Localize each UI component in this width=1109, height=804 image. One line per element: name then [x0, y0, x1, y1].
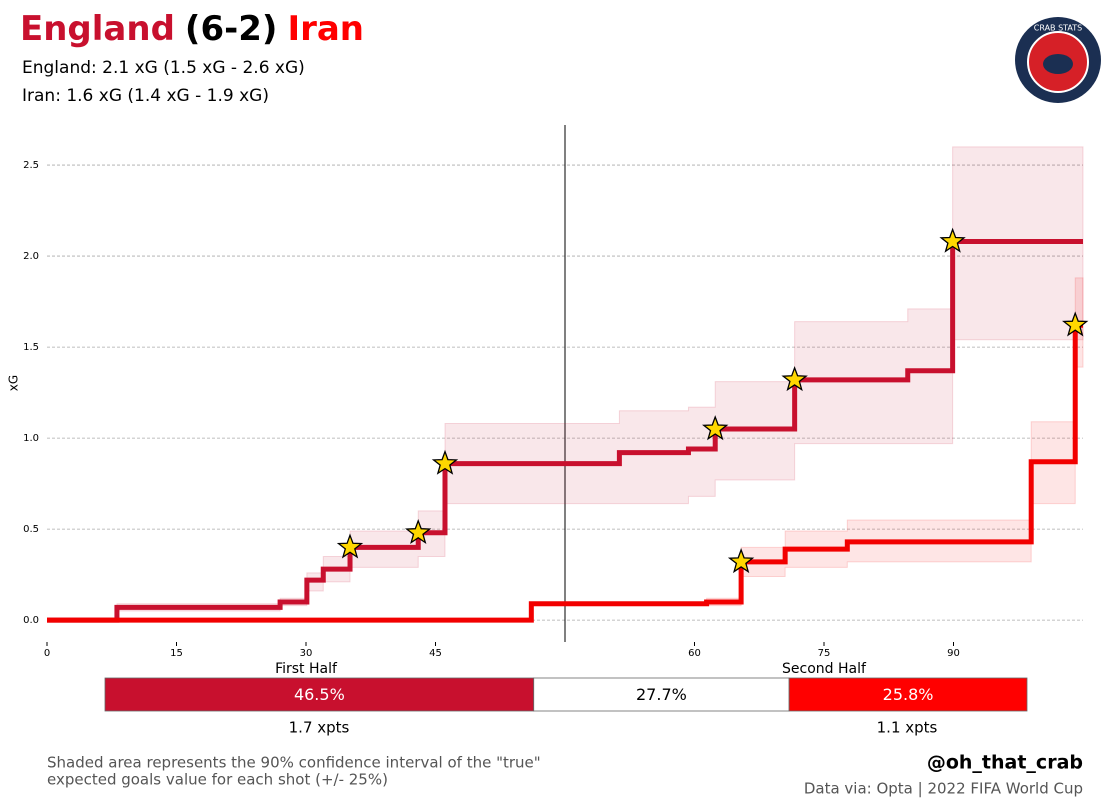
- half-label: First Half: [275, 661, 338, 677]
- title-away: Iran: [287, 9, 364, 49]
- x-tick-label: 0: [44, 648, 50, 659]
- x-tick-label: 15: [170, 648, 183, 659]
- subtitle: England: 2.1 xG (1.5 xG - 2.6 xG): [22, 58, 305, 78]
- logo-crab: [1043, 54, 1073, 74]
- title-home: England: [20, 9, 175, 49]
- xg-line: [47, 322, 1083, 623]
- goal-star: [336, 533, 364, 559]
- x-tick-label: 75: [818, 648, 831, 659]
- y-tick-label: 1.5: [23, 342, 39, 353]
- y-tick-label: 1.0: [23, 433, 39, 444]
- footnote: Shaded area represents the 90% confidenc…: [47, 754, 541, 772]
- outcome-segment: [788, 677, 1028, 712]
- outcome-segment: [104, 677, 535, 712]
- y-tick-label: 0.5: [23, 524, 39, 535]
- half-label: Second Half: [782, 661, 867, 677]
- x-tick-label: 90: [947, 648, 960, 659]
- y-tick-label: 2.5: [23, 160, 39, 171]
- outcome-segment: [533, 677, 790, 712]
- xpts-label: 1.1 xpts: [877, 719, 938, 737]
- subtitle: Iran: 1.6 xG (1.4 xG - 1.9 xG): [22, 86, 269, 106]
- title-score: (6-2): [185, 9, 278, 49]
- source: Data via: Opta | 2022 FIFA World Cup: [804, 780, 1083, 798]
- goal-star: [939, 227, 966, 253]
- xpts-label: 1.7 xpts: [289, 719, 350, 737]
- x-tick-label: 60: [688, 648, 701, 659]
- xg-line: [47, 239, 1083, 623]
- y-tick-label: 0.0: [23, 615, 39, 626]
- footnote: expected goals value for each shot (+/- …: [47, 771, 388, 789]
- x-tick-label: 45: [429, 648, 442, 659]
- outcome-label: 25.8%: [883, 685, 934, 704]
- y-tick-label: 2.0: [23, 251, 39, 262]
- goal-star: [431, 449, 459, 475]
- goal-star: [1062, 311, 1089, 337]
- goal-star: [405, 518, 432, 545]
- handle: @oh_that_crab: [927, 752, 1083, 774]
- outcome-label: 46.5%: [294, 685, 345, 704]
- outcome-label: 27.7%: [636, 685, 687, 704]
- chart-title: England (6-2) Iran: [20, 9, 364, 49]
- x-tick-label: 30: [300, 648, 313, 659]
- y-axis-label: xG: [7, 375, 21, 391]
- logo-text: CRAB STATS: [1034, 24, 1082, 33]
- goal-star: [781, 366, 808, 392]
- logo: CRAB STATS: [1015, 17, 1101, 103]
- goal-star: [727, 548, 755, 574]
- goal-star: [702, 415, 729, 441]
- confidence-band: [47, 146, 1084, 621]
